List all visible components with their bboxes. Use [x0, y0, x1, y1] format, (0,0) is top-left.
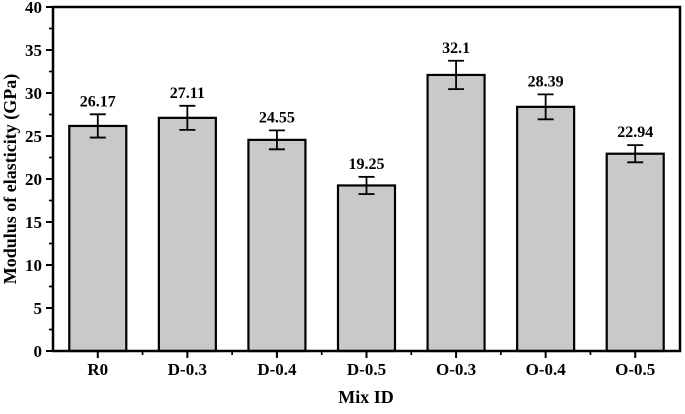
bar-R0 — [68, 124, 128, 353]
y-axis-title: Modulus of elasticity (GPa) — [0, 74, 21, 284]
bar-value-label: 26.17 — [80, 93, 116, 110]
x-tick-label: D-0.5 — [347, 360, 386, 379]
x-tick-label: R0 — [87, 360, 108, 379]
bar-value-label: 19.25 — [349, 156, 385, 173]
y-tick-label: 15 — [25, 213, 42, 232]
bars-layer — [68, 73, 665, 353]
bar-D-0.5 — [336, 184, 397, 353]
y-tick-label: 35 — [25, 41, 42, 60]
bar-value-label: 24.55 — [259, 109, 295, 126]
bar-O-0.4 — [516, 105, 576, 353]
bar-value-label: 28.39 — [528, 73, 564, 90]
y-tick-label: 10 — [25, 256, 42, 275]
y-tick-label: 30 — [25, 84, 42, 103]
bar-value-label: 22.94 — [617, 124, 653, 141]
x-tick-label: O-0.3 — [436, 360, 476, 379]
y-tick-label: 5 — [34, 299, 43, 318]
bar-value-label: 32.1 — [442, 40, 470, 57]
value-labels-layer: 26.17 27.11 24.55 19.25 32.1 28.39 22.94 — [80, 40, 653, 173]
bar-D-0.4 — [247, 138, 307, 353]
x-tick-label: D-0.4 — [257, 360, 297, 379]
x-tick-label: D-0.3 — [168, 360, 207, 379]
y-tick-label: 40 — [25, 0, 42, 17]
bar-value-label: 27.11 — [170, 85, 205, 102]
y-tick-label: 0 — [34, 342, 43, 361]
axes-layer: 0 5 10 15 20 25 30 35 40 R0 D-0.3 D-0.4 D-0.5 O-0.3 O-… — [25, 0, 682, 379]
bar-D-0.3 — [157, 116, 217, 353]
bar-O-0.3 — [426, 73, 486, 353]
error-bars-layer — [89, 59, 644, 195]
x-tick-label: O-0.5 — [615, 360, 655, 379]
x-axis-title: Mix ID — [338, 387, 394, 407]
bar-O-0.5 — [605, 152, 665, 353]
x-tick-label: O-0.4 — [526, 360, 567, 379]
y-tick-label: 20 — [25, 170, 42, 189]
y-tick-label: 25 — [25, 127, 42, 146]
